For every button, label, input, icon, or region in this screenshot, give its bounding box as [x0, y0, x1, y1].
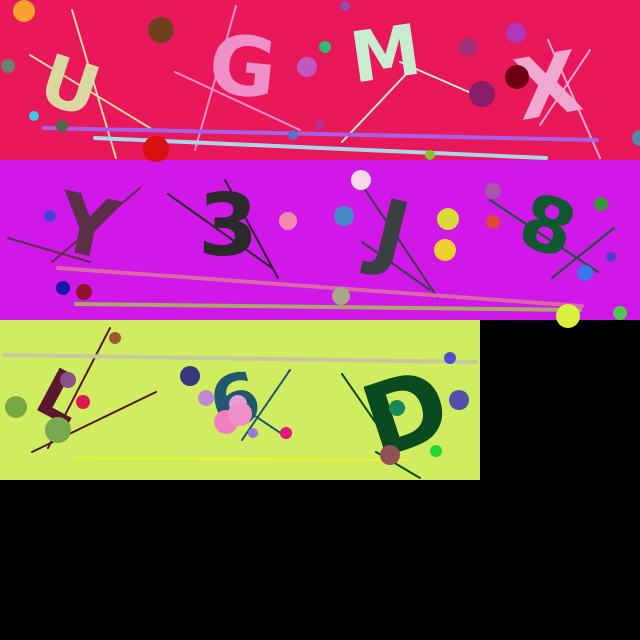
glyph-3: 3 — [198, 176, 258, 276]
row-2-band — [0, 160, 640, 320]
glyph-g: G — [204, 17, 281, 119]
noise-lines — [2, 5, 615, 479]
noise-dots — [1, 0, 640, 465]
glyph-m: M — [345, 9, 425, 100]
